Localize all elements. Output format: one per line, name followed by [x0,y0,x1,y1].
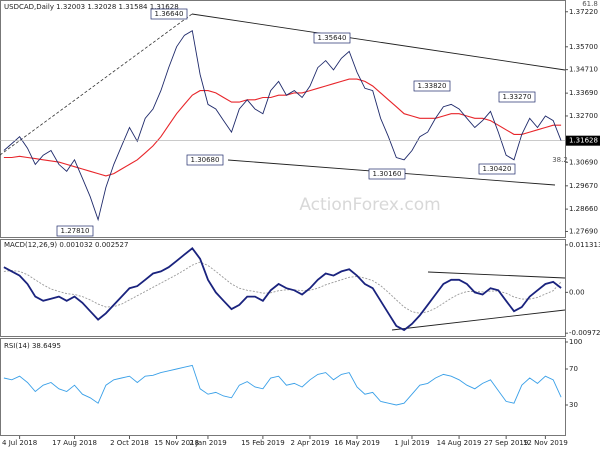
x-tick-label: 16 May 2019 [334,439,380,447]
panel-title: USDCAD,Daily 1.32003 1.32028 1.31584 1.3… [4,3,179,11]
price-label-box [56,225,94,237]
price-label: 1.33820 [418,82,447,90]
trend-line [391,309,566,331]
x-tick-label: 15 Feb 2019 [241,439,285,447]
trend-line [191,13,566,71]
y-tick-label: 1.29670 [569,182,598,190]
series-line [3,247,562,332]
x-tick-label: 2 Apr 2019 [291,439,330,447]
price-label: 1.36640 [155,10,184,18]
price-label: 1.35640 [318,34,347,42]
y-tick-label: 1.32700 [569,112,598,120]
price-label-box [413,80,451,92]
y-tick-label: 1.27690 [569,227,598,235]
y-tick-label: 30 [569,401,578,409]
x-tick-label: 2 Oct 2018 [110,439,149,447]
price-label: 1.27810 [61,227,90,235]
rsi-panel [0,338,566,436]
y-tick-label: 1.34710 [569,66,598,74]
price-label-box [478,163,516,175]
y-tick-label: 0.011313 [569,241,600,249]
fib-label: 61.8 [582,0,598,8]
last-price-box [566,135,600,146]
panel-title: RSI(14) 38.6495 [4,342,61,350]
price-label: 1.33270 [503,93,532,101]
x-tick-label: 17 Aug 2018 [52,439,97,447]
series-line [3,364,562,406]
y-tick-label: 0.00 [569,288,585,296]
y-tick-label: 1.33690 [569,89,598,97]
y-tick-label: 1.28660 [569,205,598,213]
x-tick-label: 1 Jul 2019 [394,439,429,447]
x-tick-label: 15 Nov 2018 [154,439,199,447]
price-label-box [186,154,224,166]
y-tick-label: 70 [569,365,578,373]
price-label-box [313,32,351,44]
fib-label: 38.2 [552,156,568,164]
series-line [3,261,562,314]
watermark: ActionForex.com [299,195,440,215]
price-panel [0,0,566,238]
price-label-box [498,91,536,103]
x-tick-label: 12 Nov 2019 [523,439,568,447]
x-tick-label: 14 Aug 2019 [437,439,482,447]
series-line [3,29,562,222]
price-label-box [368,168,406,180]
x-tick-label: 2 Jan 2019 [189,439,227,447]
last-price-label: 1.31628 [569,137,598,145]
y-tick-label: 1.35700 [569,43,598,51]
y-tick-label: 1.37220 [569,8,598,16]
x-tick-label: 4 Jul 2018 [2,439,37,447]
price-label: 1.30420 [483,165,512,173]
price-label-box [150,8,188,20]
macd-panel [0,239,566,337]
y-tick-label: 100 [569,338,582,346]
panel-title: MACD(12,26,9) 0.001032 0.002527 [4,241,128,249]
price-label: 1.30160 [373,170,402,178]
y-tick-label: 1.30690 [569,158,598,166]
y-tick-label: -0.009729 [569,329,600,337]
series-line [3,78,562,177]
price-label: 1.30680 [191,156,220,164]
x-tick-label: 27 Sep 2019 [484,439,528,447]
trend-line [427,271,566,279]
